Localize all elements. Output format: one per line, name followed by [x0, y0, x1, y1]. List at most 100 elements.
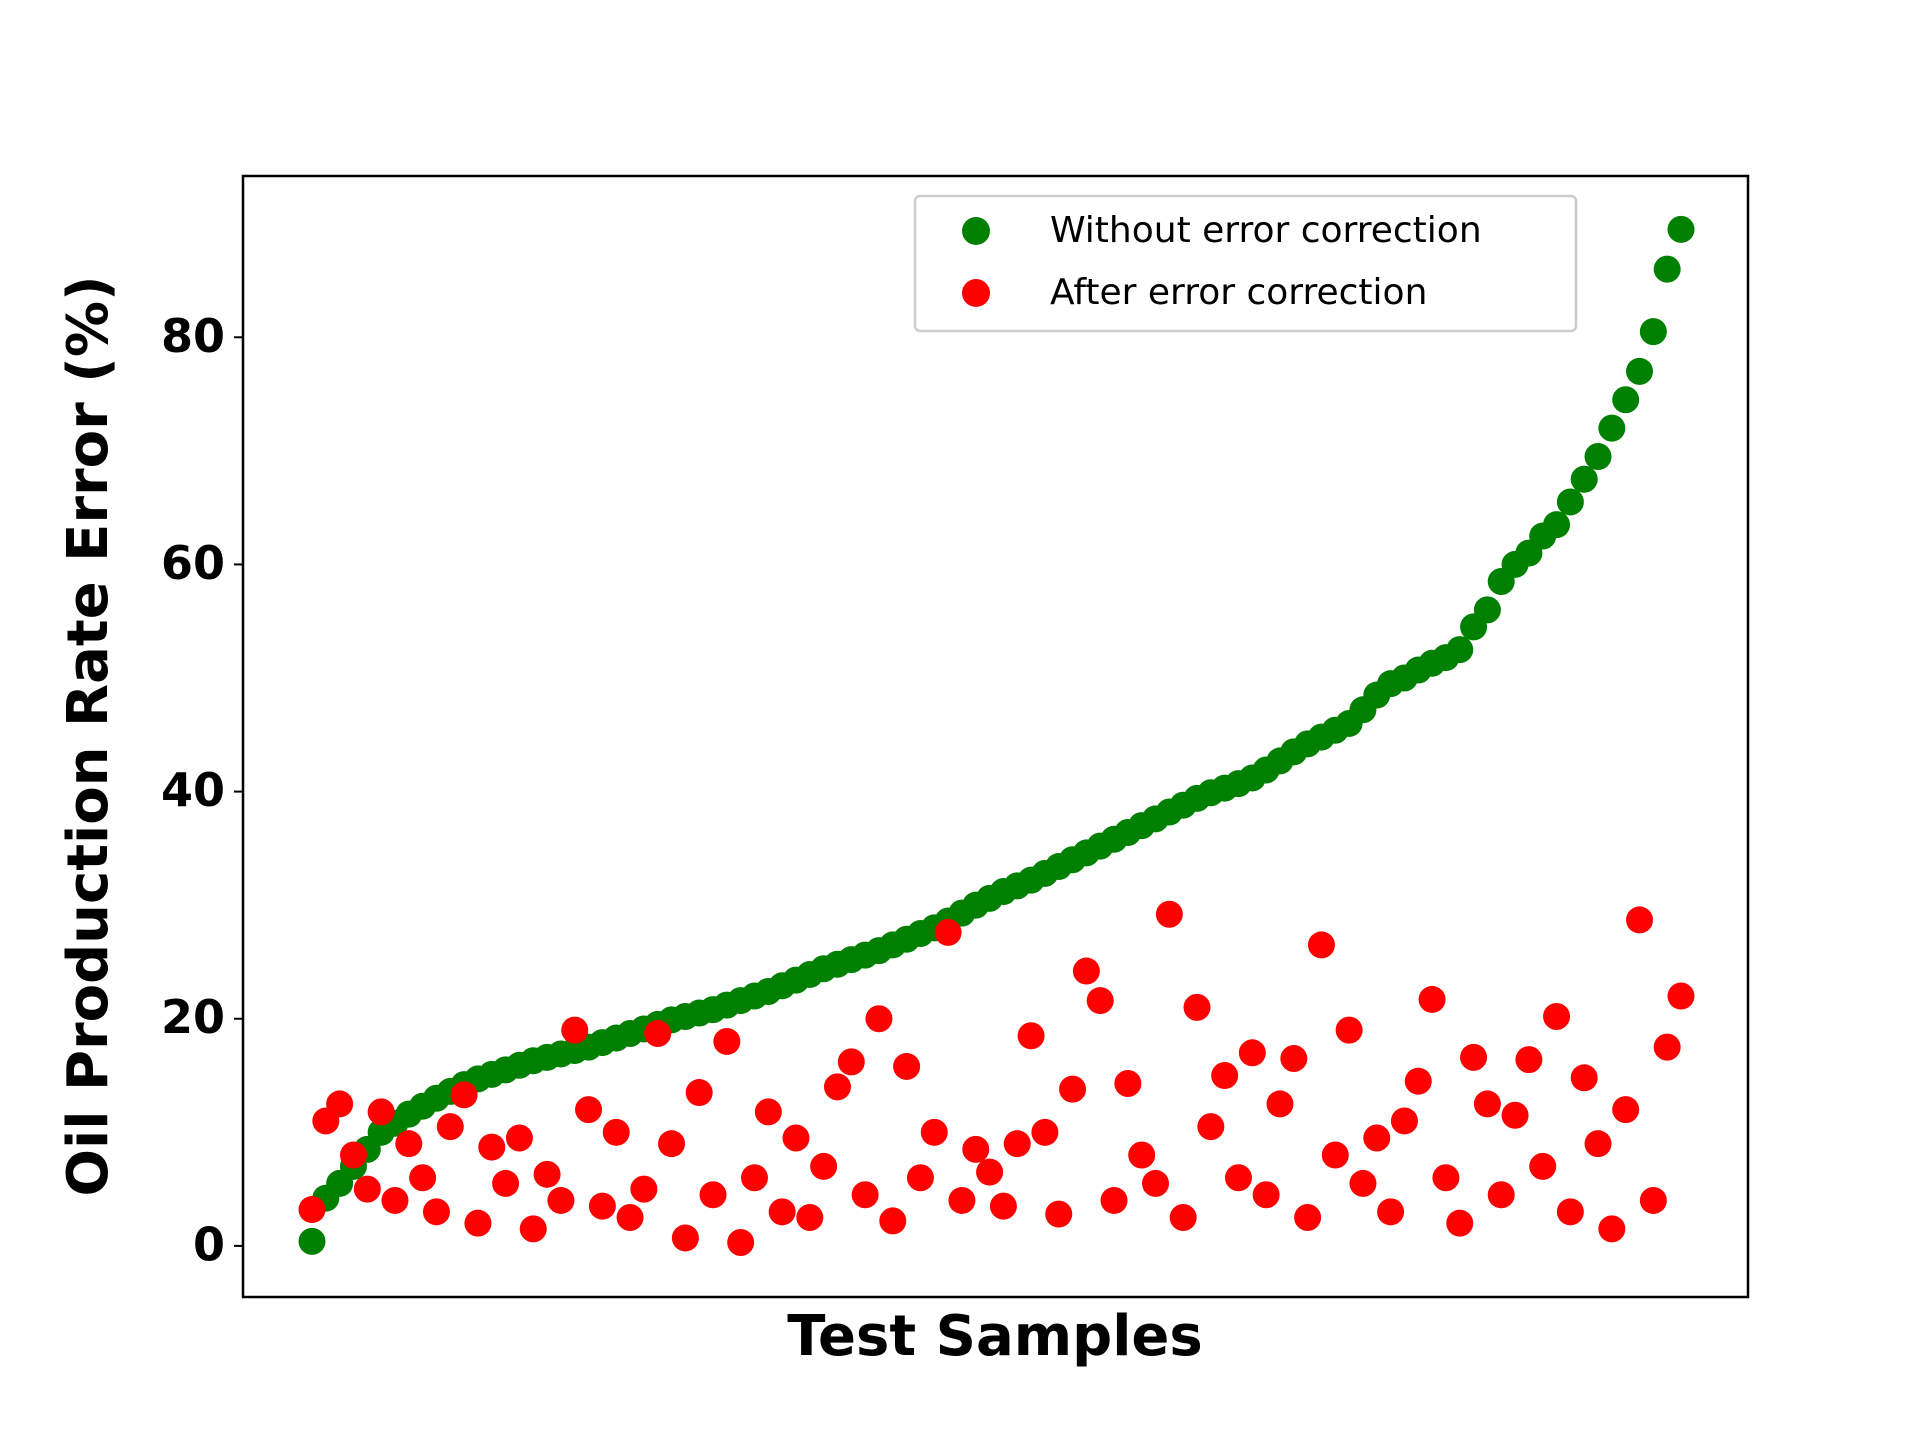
point [1059, 1075, 1087, 1103]
point [1114, 1069, 1142, 1097]
point [1418, 985, 1446, 1013]
point [602, 1118, 630, 1146]
point [962, 1135, 990, 1163]
point [353, 1175, 381, 1203]
y-tick-label: 60 [161, 536, 225, 590]
point [1349, 1169, 1377, 1197]
point [561, 1016, 589, 1044]
point [948, 1186, 976, 1214]
point [1238, 1039, 1266, 1067]
point [1639, 1186, 1667, 1214]
point [1224, 1164, 1252, 1192]
point [727, 1228, 755, 1256]
plot-frame [241, 174, 1750, 1299]
point [533, 1160, 561, 1188]
series [298, 215, 1695, 1255]
point [409, 1164, 437, 1192]
point [879, 1207, 907, 1235]
point [1653, 255, 1681, 283]
point [1252, 1181, 1280, 1209]
point [1653, 1033, 1681, 1061]
point [1404, 1067, 1432, 1095]
point [505, 1124, 533, 1152]
point [644, 1020, 672, 1048]
point [478, 1133, 506, 1161]
point [989, 1192, 1017, 1220]
point [920, 1118, 948, 1146]
point [1570, 1064, 1598, 1092]
point [1086, 987, 1114, 1015]
legend: Without error correction After error corr… [913, 194, 1578, 333]
point [436, 1113, 464, 1141]
point [588, 1192, 616, 1220]
point [1626, 357, 1654, 385]
point [1197, 1113, 1225, 1141]
point [1446, 1209, 1474, 1237]
point [906, 1164, 934, 1192]
point [1003, 1130, 1031, 1158]
point [1598, 414, 1626, 442]
point [796, 1203, 824, 1231]
point [823, 1073, 851, 1101]
point [519, 1215, 547, 1243]
point [1045, 1200, 1073, 1228]
legend-marker [962, 279, 990, 307]
y-tick-label: 0 [193, 1217, 225, 1271]
point [381, 1186, 409, 1214]
point [339, 1141, 367, 1169]
point [741, 1164, 769, 1192]
y-tick-label: 40 [161, 763, 225, 817]
point [1183, 993, 1211, 1021]
point [699, 1181, 727, 1209]
point [547, 1186, 575, 1214]
point [1612, 1096, 1640, 1124]
y-tick-label: 80 [161, 309, 225, 363]
point [1307, 931, 1335, 959]
point [1556, 488, 1584, 516]
point [1460, 1043, 1488, 1071]
point [1473, 596, 1501, 624]
point [976, 1158, 1004, 1186]
point [768, 1198, 796, 1226]
point [1280, 1044, 1308, 1072]
point [422, 1198, 450, 1226]
point [1266, 1090, 1294, 1118]
point [367, 1098, 395, 1126]
point [1556, 1198, 1584, 1226]
point [1598, 1215, 1626, 1243]
point [298, 1196, 326, 1224]
point [865, 1005, 893, 1033]
y-tick-label: 20 [161, 990, 225, 1044]
point [1100, 1186, 1128, 1214]
point [464, 1209, 492, 1237]
point [1155, 900, 1183, 928]
point [1543, 1002, 1571, 1030]
point [671, 1224, 699, 1252]
point [685, 1079, 713, 1107]
point [575, 1096, 603, 1124]
point [1169, 1203, 1197, 1231]
point [837, 1048, 865, 1076]
point [851, 1181, 879, 1209]
point [1639, 318, 1667, 346]
point [1626, 906, 1654, 934]
point [1487, 1181, 1515, 1209]
point [713, 1027, 741, 1055]
point [754, 1098, 782, 1126]
point [1446, 636, 1474, 664]
point [1612, 386, 1640, 414]
point [1377, 1198, 1405, 1226]
legend-label: Without error correction [1050, 210, 1482, 251]
point [395, 1130, 423, 1158]
point [893, 1052, 921, 1080]
point [492, 1169, 520, 1197]
point [1072, 957, 1100, 985]
point [1142, 1169, 1170, 1197]
point [810, 1152, 838, 1180]
legend-label: After error correction [1050, 272, 1427, 313]
point [1432, 1164, 1460, 1192]
point [1667, 982, 1695, 1010]
point [1294, 1203, 1322, 1231]
point [934, 918, 962, 946]
